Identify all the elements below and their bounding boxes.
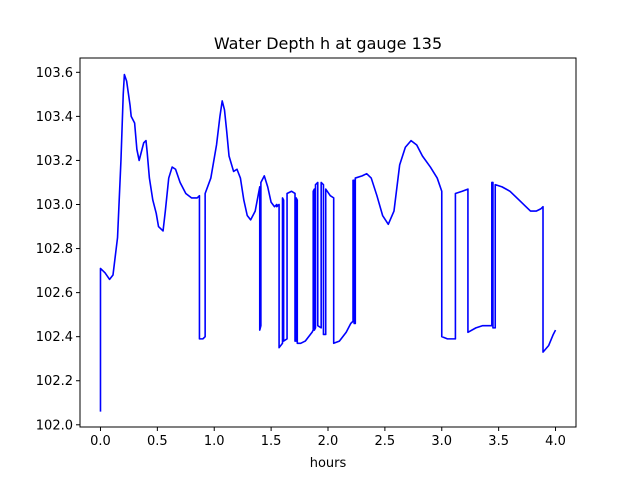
y-tick-label: 102.6 [36,286,73,301]
chart-title: Water Depth h at gauge 135 [214,34,442,53]
x-tick-label: 1.5 [261,434,282,449]
x-tick-label: 4.0 [545,434,566,449]
x-tick-label: 2.5 [375,434,396,449]
y-tick-label: 102.2 [36,374,73,389]
y-tick-label: 103.0 [36,198,73,213]
x-tick-label: 0.5 [147,434,168,449]
x-tick-label: 2.0 [318,434,339,449]
y-tick-label: 102.4 [36,330,73,345]
y-tick-label: 103.2 [36,154,73,169]
y-tick-label: 102.0 [36,418,73,433]
y-tick-label: 103.4 [36,110,73,125]
y-axis: 102.0 102.2 102.4 102.6 102.8 103.0 103.2 103.4… [36,66,80,433]
x-axis-label: hours [310,456,347,471]
plot-frame [79,57,577,428]
series-line-0 [99,73,557,412]
x-tick-label: 1.0 [204,434,225,449]
x-tick-label: 0.0 [90,434,111,449]
x-tick-label: 3.0 [431,434,452,449]
y-tick-label: 103.6 [36,66,73,81]
x-axis: 0.0 0.5 1.0 1.5 2.0 2.5 3.0 3.5 4.0 [90,427,566,449]
plot-area [99,73,557,412]
x-tick-label: 3.5 [488,434,509,449]
y-tick-label: 102.8 [36,242,73,257]
